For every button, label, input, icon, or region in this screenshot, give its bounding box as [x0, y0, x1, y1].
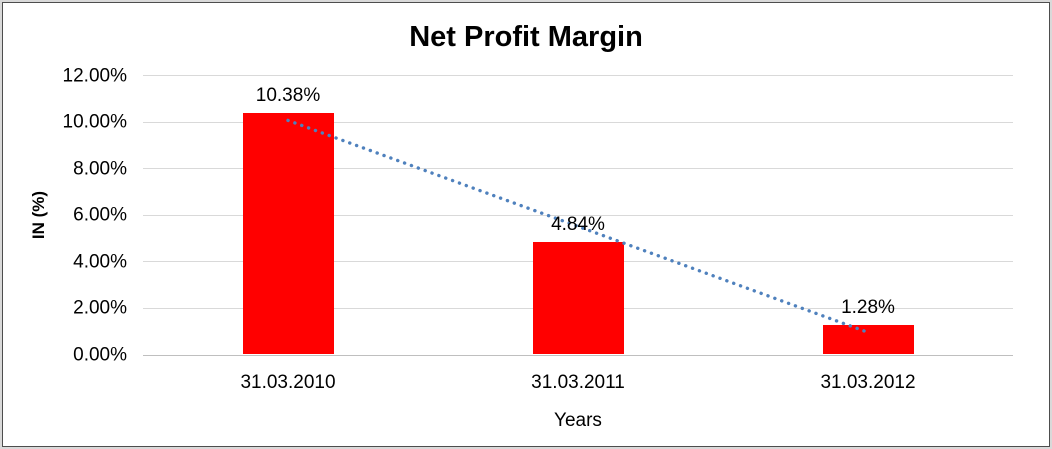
chart-frame: Net Profit Margin IN (%) 12.00% 10.00% 8.0…	[0, 0, 1052, 449]
chart-area	[2, 2, 1050, 447]
